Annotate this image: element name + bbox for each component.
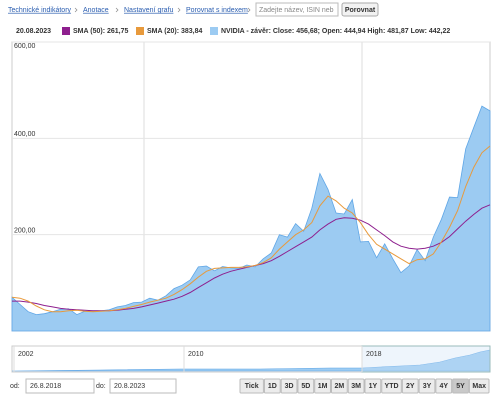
range-button[interactable]	[239, 378, 264, 394]
range-button[interactable]	[435, 378, 453, 394]
link-caret	[177, 7, 181, 13]
range-button-label: Max	[472, 383, 486, 390]
range-button[interactable]	[401, 378, 419, 394]
range-button[interactable]	[280, 378, 298, 394]
from-value: 26.8.2018	[30, 383, 61, 390]
toolbar-link[interactable]: Nastavení grafu	[124, 7, 174, 14]
range-button-label: 5Y	[456, 383, 465, 390]
range-button-label: 3M	[351, 383, 361, 390]
y-tick-label: 400,00	[14, 131, 36, 138]
range-button[interactable]	[314, 378, 331, 394]
from-label: od:	[10, 383, 20, 390]
legend-date: 20.08.2023	[16, 28, 51, 35]
compare-button[interactable]	[341, 2, 379, 17]
toolbar-link[interactable]: Porovnat s indexem	[186, 7, 248, 14]
navigator-area	[11, 349, 491, 372]
navigator-label: 2010	[188, 351, 204, 358]
range-button-label: 5D	[301, 383, 310, 390]
range-button-label: Tick	[245, 383, 259, 390]
range-button-label: 1M	[318, 383, 328, 390]
range-button[interactable]	[418, 378, 436, 394]
compare-button-label: Porovnat	[345, 7, 376, 14]
range-button[interactable]	[297, 378, 315, 394]
sma-line	[11, 145, 491, 313]
from-input[interactable]	[25, 378, 95, 394]
navigator-label: 2018	[366, 351, 382, 358]
legend-swatch	[136, 27, 144, 35]
range-button-label: 1D	[268, 383, 277, 390]
range-button-label: 3Y	[423, 383, 432, 390]
toolbar-link[interactable]: Anotace	[83, 7, 109, 14]
search-placeholder: Zadejte název, ISIN neb	[259, 7, 334, 14]
range-button[interactable]	[468, 378, 490, 394]
y-tick-label: 600,00	[14, 43, 36, 50]
legend-swatch	[62, 27, 70, 35]
range-button[interactable]	[364, 378, 382, 394]
range-button[interactable]	[381, 378, 402, 394]
range-button-label: 4Y	[439, 383, 448, 390]
link-caret	[115, 7, 119, 13]
toolbar-link[interactable]: Technické indikátory	[8, 7, 72, 14]
range-button-label: 3D	[285, 383, 294, 390]
toolbar: Zadejte název, ISIN neb Porovnat Technic…	[8, 2, 379, 17]
to-input[interactable]	[109, 378, 177, 394]
range-button-label: YTD	[385, 383, 399, 390]
range-button[interactable]	[347, 378, 365, 394]
range-button[interactable]	[330, 378, 348, 394]
legend-label: NVIDIA - závěr: Close: 456,68; Open: 444…	[221, 28, 450, 35]
search-input[interactable]	[255, 2, 339, 17]
to-label: do:	[96, 383, 106, 390]
range-button[interactable]	[452, 378, 469, 394]
to-value: 20.8.2023	[114, 383, 145, 390]
link-caret	[247, 7, 251, 13]
range-button-label: 1Y	[369, 383, 378, 390]
link-caret	[74, 7, 78, 13]
range-button-label: 2M	[334, 383, 344, 390]
range-button[interactable]	[263, 378, 281, 394]
legend-swatch	[210, 27, 218, 35]
navigator-label: 2002	[18, 351, 34, 358]
legend-label: SMA (50): 261,75	[73, 28, 128, 35]
range-button-label: 2Y	[406, 383, 415, 390]
y-tick-label: 200,00	[14, 228, 36, 235]
legend-label: SMA (20): 383,84	[147, 28, 202, 35]
bottom-bar: od: 26.8.2018 do: 20.8.2023 Tick 1D 3D 5D 1M 2M 3M…	[10, 378, 490, 394]
